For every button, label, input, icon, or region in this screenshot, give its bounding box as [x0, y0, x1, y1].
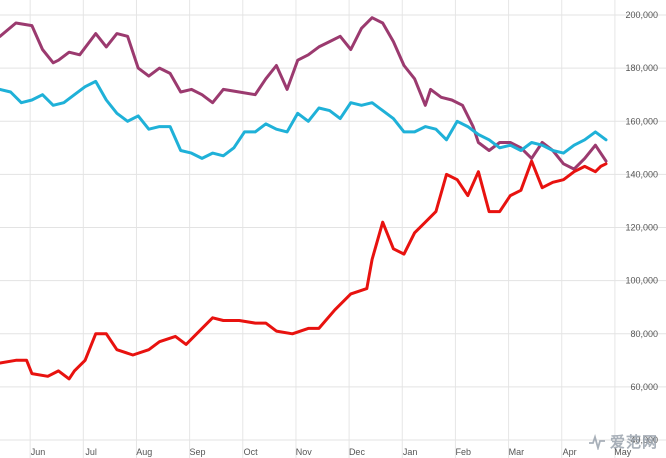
y-tick-labels: 40,000 60,000 80,000 100,000 120,000 140,000 1…	[625, 10, 658, 445]
watermark: 爱范网	[588, 431, 658, 452]
y-tick-label: 140,000	[625, 169, 658, 179]
x-tick-label: Aug	[136, 447, 152, 457]
y-tick-label: 200,000	[625, 10, 658, 20]
y-tick-label: 60,000	[630, 382, 658, 392]
x-tick-label: Feb	[456, 447, 472, 457]
y-tick-label: 120,000	[625, 223, 658, 233]
x-tick-label: Nov	[296, 447, 313, 457]
y-tick-label: 80,000	[630, 329, 658, 339]
x-tick-label: Jun	[31, 447, 46, 457]
x-tick-label: Oct	[244, 447, 259, 457]
x-tick-label: Apr	[563, 447, 577, 457]
x-tick-label: Dec	[349, 447, 366, 457]
series-line-2	[0, 79, 608, 160]
series-line-3	[0, 159, 608, 381]
x-tick-label: Jul	[85, 447, 97, 457]
x-tick-label: May	[614, 447, 632, 457]
y-tick-label: 180,000	[625, 63, 658, 73]
y-gridlines	[0, 14, 666, 441]
x-gridlines	[29, 0, 616, 458]
x-tick-label: Sep	[189, 447, 205, 457]
y-tick-label: 100,000	[625, 276, 658, 286]
series-line-1	[0, 16, 608, 171]
x-tick-label: Jan	[403, 447, 418, 457]
x-tick-label: Mar	[509, 447, 525, 457]
x-tick-labels: Jun Jul Aug Sep Oct Nov Dec Jan Feb Mar Apr May	[31, 447, 632, 457]
y-tick-label: 160,000	[625, 116, 658, 126]
y-tick-label: 40,000	[630, 435, 658, 445]
series-lines	[0, 16, 608, 381]
watermark-text: 爱范网	[609, 433, 658, 451]
pulse-logo-icon	[588, 433, 605, 450]
